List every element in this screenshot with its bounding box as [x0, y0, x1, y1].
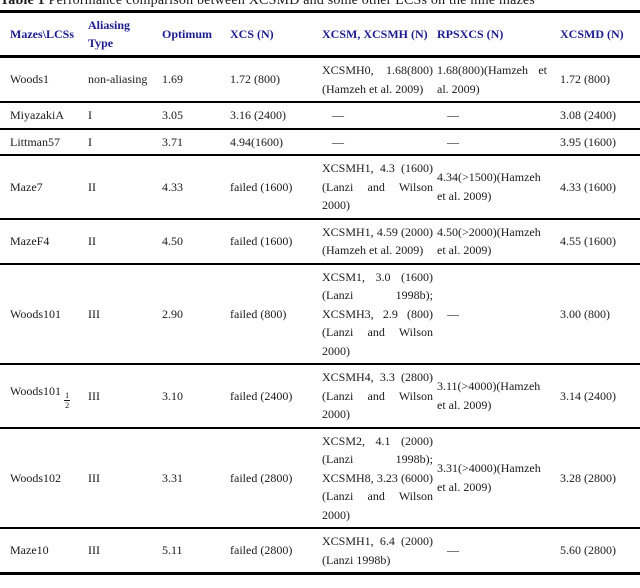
cell-optimum: 2.90	[162, 306, 183, 321]
cell-rpsxcs: —	[447, 543, 459, 558]
cell-xcsm: —	[332, 134, 344, 149]
cell-aliasing: III	[88, 388, 100, 403]
cell-maze: Maze7	[10, 175, 88, 200]
fraction-denominator: 2	[65, 399, 70, 410]
cell-optimum: 1.69	[162, 72, 183, 87]
column-header-xcsm: XCSM, XCSMH (N)	[322, 27, 428, 41]
cell-maze: Woods101 1 2	[10, 379, 88, 413]
column-header-optimum: Optimum	[162, 27, 213, 41]
cell-xcsm: XCSM1, 3.0 (1600)(Lanzi 1998b); XCSMH3, …	[322, 269, 433, 358]
table-row: MazeF4 II 4.50 failed (1600) XCSMH1, 4.59 (2…	[0, 220, 640, 265]
table-row: Littman57 I 3.71 4.94(1600) — — 3.95 (1600)	[0, 130, 640, 156]
maze-name: Maze10	[10, 543, 49, 558]
column-header-rpsxcs: RPSXCS (N)	[437, 27, 504, 41]
cell-maze: Woods1	[10, 67, 88, 92]
table-header-row: Mazes\LCSs Aliasing Type Optimum XCS (N) XCS…	[0, 13, 640, 58]
cell-optimum: 4.33	[162, 179, 183, 194]
table-caption: Table 1 Performance comparison between X…	[0, 0, 640, 10]
cell-optimum: 4.50	[162, 233, 183, 248]
cell-xcsm: XCSMH0, 1.68(800)(Hamzeh et al. 2009)	[322, 63, 433, 96]
cell-optimum: 3.05	[162, 108, 183, 122]
maze-name: Maze7	[10, 179, 43, 194]
cell-optimum: 3.31	[162, 470, 183, 485]
cell-rpsxcs: —	[447, 134, 459, 149]
maze-name: Woods1	[10, 72, 50, 87]
cell-xcs: 1.72 (800)	[230, 72, 280, 87]
cell-xcsmd: 4.33 (1600)	[560, 179, 616, 194]
cell-rpsxcs: 1.68(800)(Hamzeh et al. 2009)	[437, 63, 547, 96]
cell-xcs: failed (2800)	[230, 543, 293, 558]
cell-xcsmd: 4.55 (1600)	[560, 233, 616, 248]
cell-xcsmd: 3.08 (2400)	[560, 108, 616, 122]
cell-maze: Littman57	[10, 130, 88, 155]
table-caption-text: Performance comparison between XCSMD and…	[44, 0, 535, 8]
table-row: Maze10 III 5.11 failed (2800) XCSMH1, 6.4 (2…	[0, 529, 640, 572]
table-row: Maze7 II 4.33 failed (1600) XCSMH1, 4.3 (160…	[0, 156, 640, 220]
maze-name: Littman57	[10, 134, 60, 149]
cell-aliasing: II	[88, 179, 96, 194]
cell-aliasing: I	[88, 134, 92, 149]
maze-name: Woods102	[10, 470, 62, 485]
table-row: MiyazakiA I 3.05 3.16 (2400) — — 3.08 (2400)	[0, 103, 640, 130]
cell-maze: MiyazakiA	[10, 103, 88, 128]
table-row: Woods101 1 2 III 3.10 failed (2400) XCSMH4, 3.…	[0, 365, 640, 429]
table-caption-number: Table 1	[0, 0, 45, 8]
cell-xcs: failed (1600)	[230, 233, 293, 248]
cell-maze: Maze10	[10, 538, 88, 563]
cell-optimum: 3.10	[162, 388, 183, 403]
cell-rpsxcs: 3.11(>4000)(Hamzeh et al. 2009)	[437, 379, 541, 412]
cell-aliasing: III	[88, 470, 100, 485]
cell-maze: Woods101	[10, 302, 88, 327]
cell-rpsxcs: 4.34(>1500)(Hamzeh et al. 2009)	[437, 170, 541, 203]
table-body: Woods1 non-aliasing 1.69 1.72 (800) XCSMH0, …	[0, 58, 640, 572]
maze-name: Woods101	[10, 383, 62, 398]
cell-rpsxcs: 4.50(>2000)(Hamzeh et al. 2009)	[437, 224, 541, 258]
cell-xcsm: XCSMH1, 4.3 (1600)(Lanzi and Wilson 2000…	[322, 161, 433, 212]
table-row: Woods102 III 3.31 failed (2800) XCSM2, 4.1 (…	[0, 429, 640, 529]
performance-comparison-table: Mazes\LCSs Aliasing Type Optimum XCS (N) XCS…	[0, 10, 640, 575]
cell-xcsmd: 3.28 (2800)	[560, 470, 616, 485]
column-header-maze: Mazes\LCSs	[10, 27, 74, 41]
cell-aliasing: I	[88, 108, 92, 122]
cell-xcs: failed (2400)	[230, 388, 293, 403]
cell-maze: MazeF4	[10, 229, 88, 254]
column-header-aliasing: Aliasing Type	[88, 18, 131, 50]
cell-optimum: 3.71	[162, 134, 183, 149]
cell-xcsm: XCSMH1, 4.59 (2000)(Hamzeh et al. 2009)	[322, 224, 433, 258]
cell-rpsxcs: —	[447, 306, 459, 321]
cell-xcsm: XCSM2, 4.1 (2000)(Lanzi 1998b); XCSMH8, …	[322, 433, 433, 522]
cell-xcsmd: 5.60 (2800)	[560, 543, 616, 558]
cell-xcsm: XCSMH1, 6.4 (2000)(Lanzi 1998b)	[322, 534, 433, 567]
cell-xcs: failed (1600)	[230, 179, 293, 194]
cell-xcsmd: 3.00 (800)	[560, 306, 610, 321]
maze-name: MazeF4	[10, 233, 50, 248]
cell-aliasing: III	[88, 306, 100, 321]
table-row: Woods1 non-aliasing 1.69 1.72 (800) XCSMH0, …	[0, 58, 640, 103]
cell-xcsmd: 1.72 (800)	[560, 72, 610, 87]
cell-xcs: 4.94(1600)	[230, 134, 283, 149]
cell-optimum: 5.11	[162, 543, 183, 558]
cell-maze: Woods102	[10, 466, 88, 491]
cell-aliasing: non-aliasing	[88, 72, 148, 87]
cell-xcs: failed (2800)	[230, 470, 293, 485]
cell-aliasing: II	[88, 233, 96, 248]
cell-xcs: failed (800)	[230, 306, 287, 321]
cell-rpsxcs: —	[447, 108, 459, 122]
maze-name: Woods101	[10, 306, 62, 321]
table-row: Woods101 III 2.90 failed (800) XCSM1, 3.0 (1…	[0, 265, 640, 365]
cell-xcsm: —	[332, 108, 344, 122]
column-header-xcs: XCS (N)	[230, 27, 274, 41]
cell-xcsm: XCSMH4, 3.3 (2800)(Lanzi and Wilson 2000…	[322, 370, 433, 421]
column-header-xcsmd: XCSMD (N)	[560, 27, 624, 41]
cell-xcsmd: 3.14 (2400)	[560, 388, 616, 403]
maze-name: MiyazakiA	[10, 108, 64, 122]
cell-xcsmd: 3.95 (1600)	[560, 134, 616, 149]
cell-aliasing: III	[88, 543, 100, 558]
cell-rpsxcs: 3.31(>4000)(Hamzeh et al. 2009)	[437, 461, 541, 494]
fraction-numerator: 1	[64, 389, 71, 401]
cell-xcs: 3.16 (2400)	[230, 108, 286, 122]
